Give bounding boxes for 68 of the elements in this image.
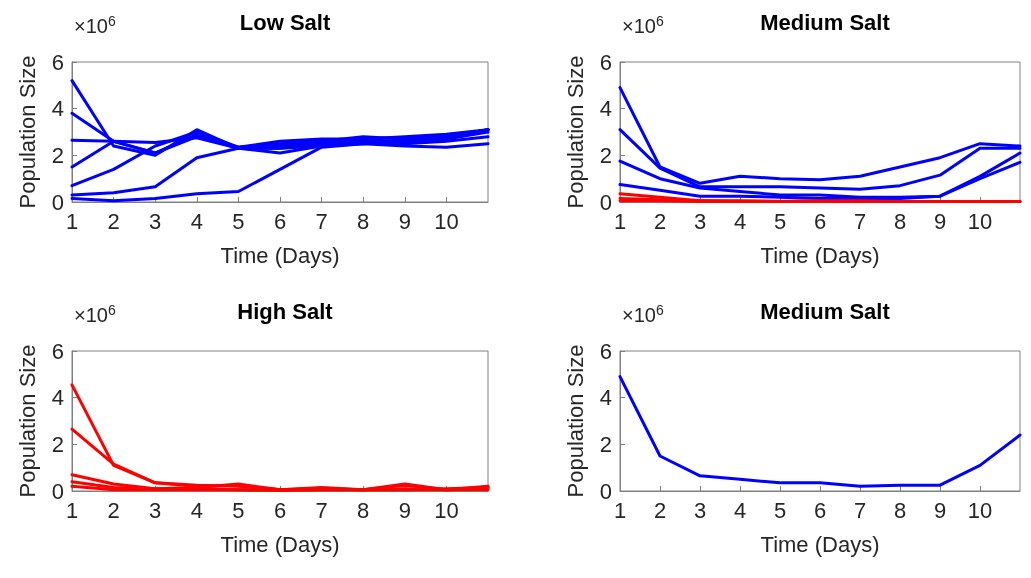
- chart-title: Low Salt: [239, 9, 331, 35]
- x-tick-label: 5: [232, 497, 245, 523]
- y-tick-label: 2: [599, 431, 612, 457]
- x-tick-label: 6: [813, 208, 827, 234]
- x-tick-label: 3: [149, 208, 162, 234]
- x-tick-label: 6: [813, 497, 827, 523]
- x-tick-label: 9: [933, 208, 947, 234]
- x-tick-label: 8: [357, 208, 370, 234]
- x-tick-label: 4: [733, 497, 747, 523]
- y-tick-label: 4: [51, 385, 64, 411]
- x-axis-title: Time (Days): [760, 242, 880, 268]
- chart-title: Medium Salt: [760, 9, 891, 35]
- y-axis-title: Population Size: [14, 55, 40, 209]
- x-tick-label: 8: [357, 497, 370, 523]
- x-tick-label: 10: [434, 208, 459, 234]
- x-tick-label: 3: [149, 497, 162, 523]
- x-tick-label: 10: [967, 208, 993, 234]
- y-tick-label: 2: [51, 142, 64, 168]
- y-tick-label: 2: [51, 431, 64, 457]
- x-tick-label: 3: [693, 497, 707, 523]
- x-tick-label: 5: [773, 208, 787, 234]
- y-tick-label: 2: [599, 142, 612, 168]
- chart-title: High Salt: [237, 298, 334, 324]
- x-tick-label: 5: [232, 208, 245, 234]
- x-tick-label: 1: [65, 208, 79, 234]
- y-tick-label: 6: [51, 49, 64, 75]
- y-tick-label: 0: [599, 189, 612, 215]
- y-tick-label: 4: [599, 385, 612, 411]
- y-axis-title: Population Size: [562, 55, 588, 209]
- x-tick-label: 9: [398, 208, 411, 234]
- y-tick-label: 6: [599, 338, 612, 364]
- x-tick-label: 8: [893, 208, 907, 234]
- x-tick-label: 4: [733, 208, 747, 234]
- y-tick-label: 6: [51, 338, 64, 364]
- y-tick-label: 0: [599, 478, 612, 504]
- x-tick-label: 10: [434, 497, 459, 523]
- y-tick-label: 0: [51, 478, 64, 504]
- x-tick-label: 10: [967, 497, 993, 523]
- x-tick-label: 5: [773, 497, 787, 523]
- x-tick-label: 1: [613, 208, 627, 234]
- x-axis-title: Time (Days): [220, 242, 340, 268]
- chart-title: Medium Salt: [760, 298, 891, 324]
- y-tick-label: 4: [599, 96, 612, 122]
- x-tick-label: 1: [65, 497, 79, 523]
- x-tick-label: 1: [613, 497, 627, 523]
- x-tick-label: 7: [315, 497, 328, 523]
- x-axis-title: Time (Days): [760, 531, 880, 557]
- x-tick-label: 4: [190, 497, 203, 523]
- y-axis-title: Population Size: [562, 344, 588, 498]
- x-tick-label: 6: [273, 208, 287, 234]
- x-tick-label: 7: [315, 208, 328, 234]
- y-tick-label: 4: [51, 96, 64, 122]
- x-tick-label: 4: [190, 208, 203, 234]
- y-tick-label: 0: [51, 189, 64, 215]
- x-tick-label: 6: [273, 497, 287, 523]
- x-tick-label: 9: [933, 497, 947, 523]
- y-axis-title: Population Size: [14, 344, 40, 498]
- x-tick-label: 3: [693, 208, 707, 234]
- x-tick-label: 2: [107, 497, 120, 523]
- x-axis-title: Time (Days): [220, 531, 340, 557]
- x-tick-label: 2: [653, 497, 667, 523]
- x-tick-label: 2: [107, 208, 120, 234]
- x-tick-label: 2: [653, 208, 667, 234]
- x-tick-label: 9: [398, 497, 411, 523]
- x-tick-label: 7: [853, 208, 867, 234]
- y-tick-label: 6: [599, 49, 612, 75]
- x-tick-label: 7: [853, 497, 867, 523]
- x-tick-label: 8: [893, 497, 907, 523]
